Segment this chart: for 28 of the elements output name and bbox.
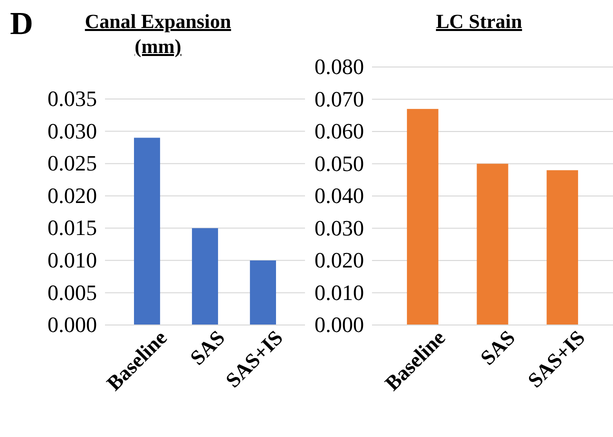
y-tick-label: 0.000 bbox=[314, 312, 364, 338]
x-tick-label: SAS bbox=[476, 326, 520, 370]
y-tick-label: 0.005 bbox=[48, 280, 97, 305]
bar bbox=[406, 108, 438, 325]
y-tick-label: 0.060 bbox=[314, 118, 364, 144]
chart-title: Canal Expansion (mm) bbox=[84, 11, 232, 58]
x-tick-label: SAS bbox=[185, 326, 230, 370]
y-tick-label: 0.040 bbox=[314, 183, 364, 208]
bar bbox=[250, 260, 276, 325]
y-tick-label: 0.010 bbox=[48, 247, 97, 272]
y-tick-label: 0.050 bbox=[314, 150, 364, 176]
y-tick-label: 0.020 bbox=[314, 248, 364, 273]
y-tick-label: 0.010 bbox=[314, 280, 364, 305]
bar bbox=[546, 170, 578, 325]
y-tick-label: 0.080 bbox=[314, 54, 364, 80]
y-tick-label: 0.020 bbox=[48, 182, 97, 208]
y-tick-label: 0.000 bbox=[48, 312, 97, 338]
y-tick-label: 0.025 bbox=[48, 150, 97, 176]
y-tick-label: 0.030 bbox=[48, 118, 97, 144]
chart-title: LC Strain bbox=[436, 11, 522, 33]
text: D bbox=[10, 5, 34, 41]
bar bbox=[476, 164, 508, 325]
y-tick-label: 0.015 bbox=[48, 215, 97, 240]
y-tick-label: 0.030 bbox=[314, 215, 364, 240]
bar bbox=[192, 228, 218, 325]
y-tick-label: 0.035 bbox=[48, 86, 97, 112]
bar bbox=[134, 138, 160, 325]
y-tick-label: 0.070 bbox=[314, 86, 364, 112]
